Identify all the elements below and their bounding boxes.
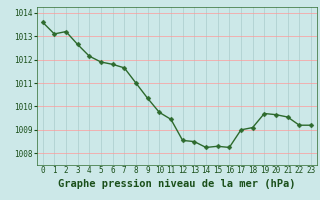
X-axis label: Graphe pression niveau de la mer (hPa): Graphe pression niveau de la mer (hPa) xyxy=(58,179,296,189)
